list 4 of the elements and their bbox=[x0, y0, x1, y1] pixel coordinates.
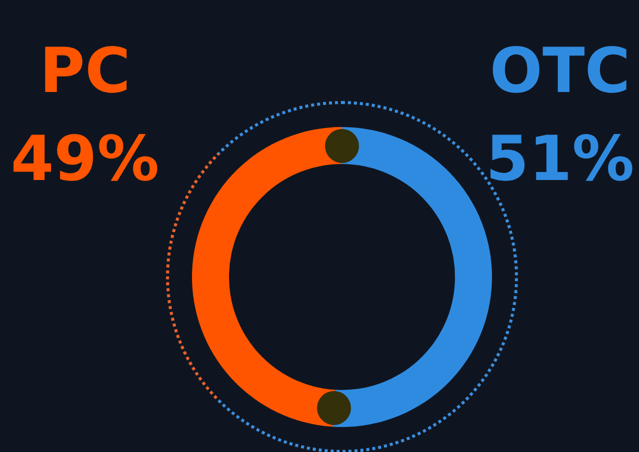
data-label: 51% bbox=[486, 122, 634, 195]
slice-label: OTC bbox=[490, 34, 630, 107]
data-label: 49% bbox=[10, 122, 160, 195]
slice-label: PC bbox=[40, 34, 130, 107]
